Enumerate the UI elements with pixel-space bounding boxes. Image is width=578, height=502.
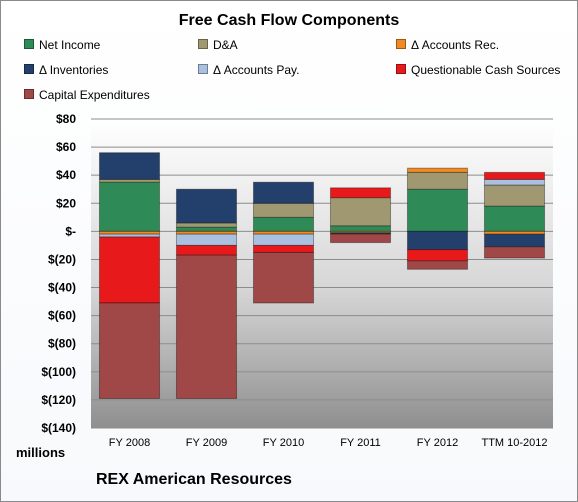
- legend-label: Δ Inventories: [39, 63, 109, 77]
- legend-swatch: [24, 89, 34, 99]
- y-tick-label: $(100): [41, 365, 76, 379]
- legend-label: D&A: [213, 38, 238, 52]
- bar-segment: [483, 171, 546, 180]
- legend-swatch: [24, 64, 34, 74]
- bar-segment: [483, 205, 546, 232]
- x-tick-label: FY 2012: [417, 437, 458, 449]
- bar-segment: [406, 230, 469, 251]
- bar-segment: [483, 233, 546, 248]
- legend-swatch: [396, 64, 406, 74]
- bar-segment: [329, 230, 392, 234]
- bar-segment: [175, 226, 238, 232]
- bar-segment: [98, 181, 161, 232]
- plot-area: [91, 119, 553, 428]
- bar-segment: [406, 171, 469, 190]
- bar-segment: [175, 188, 238, 224]
- y-tick-label: $(120): [41, 393, 76, 407]
- y-tick-label: $80: [56, 112, 76, 126]
- legend-item: Δ Inventories: [24, 63, 108, 77]
- legend-swatch: [198, 39, 208, 49]
- bar-segment: [406, 249, 469, 262]
- legend-swatch: [24, 39, 34, 49]
- bar-segment: [406, 167, 469, 173]
- y-tick-label: $40: [56, 168, 76, 182]
- y-tick-label: $20: [56, 196, 76, 210]
- legend-item: Δ Accounts Pay.: [198, 63, 300, 77]
- legend-item: D&A: [198, 38, 238, 52]
- bar-segment: [252, 251, 315, 304]
- y-tick-label: $-: [65, 224, 76, 238]
- bar-segment: [329, 225, 392, 232]
- y-tick-label: $60: [56, 140, 76, 154]
- legend-swatch: [198, 64, 208, 74]
- bar-segment: [329, 187, 392, 199]
- legend-label: Capital Expenditures: [39, 88, 150, 102]
- legend-item: Net Income: [24, 38, 100, 52]
- x-tick-label: FY 2009: [186, 437, 227, 449]
- bar-segment: [252, 216, 315, 232]
- bar-segment: [252, 244, 315, 253]
- bar-segment: [175, 244, 238, 256]
- bar-segment: [98, 178, 161, 183]
- x-tick-label: FY 2010: [263, 437, 304, 449]
- bar-segment: [406, 188, 469, 232]
- chart-title: Free Cash Flow Components: [178, 12, 400, 29]
- bar-segment: [252, 233, 315, 246]
- y-tick-label: $(80): [48, 337, 76, 351]
- y-tick-label: $(140): [41, 421, 76, 435]
- x-tick-label: FY 2008: [109, 437, 150, 449]
- bars: [98, 152, 546, 400]
- bar-segment: [175, 222, 238, 228]
- legend-label: Net Income: [39, 38, 101, 52]
- bar-segment: [175, 254, 238, 400]
- y-axis-label: millions: [16, 445, 66, 460]
- legend-item: Questionable Cash Sources: [396, 63, 560, 77]
- legend-item: Capital Expenditures: [24, 88, 150, 102]
- company-name: REX American Resources: [96, 471, 292, 488]
- x-tick-label: TTM 10-2012: [481, 437, 547, 449]
- bar-segment: [483, 184, 546, 207]
- x-tick-label: FY 2011: [340, 437, 381, 449]
- y-tick-label: $(20): [48, 252, 76, 266]
- y-tick-label: $(40): [48, 281, 76, 295]
- bar-segment: [483, 246, 546, 259]
- legend-label: Δ Accounts Rec.: [411, 38, 500, 52]
- bar-segment: [329, 233, 392, 244]
- bar-segment: [98, 236, 161, 304]
- bar-segment: [98, 152, 161, 180]
- legend-label: Δ Accounts Pay.: [213, 63, 300, 77]
- bar-segment: [175, 233, 238, 246]
- legend-label: Questionable Cash Sources: [411, 63, 561, 77]
- x-axis-ticks: FY 2008 FY 2009 FY 2010 FY 2011 FY 2012 TTM 1…: [109, 437, 548, 449]
- y-axis-ticks: $80 $60 $40 $20 $- $(20) $(40) $(60) $(80) $(100)…: [41, 112, 76, 435]
- legend-item: Δ Accounts Rec.: [396, 38, 499, 52]
- bar-segment: [329, 197, 392, 227]
- gridlines: [91, 118, 553, 429]
- bar-segment: [252, 181, 315, 204]
- bar-segment: [483, 178, 546, 186]
- bar-segment: [406, 260, 469, 270]
- legend-swatch: [396, 39, 406, 49]
- bar-segment: [98, 302, 161, 400]
- y-tick-label: $(60): [48, 309, 76, 323]
- bar-segment: [252, 202, 315, 218]
